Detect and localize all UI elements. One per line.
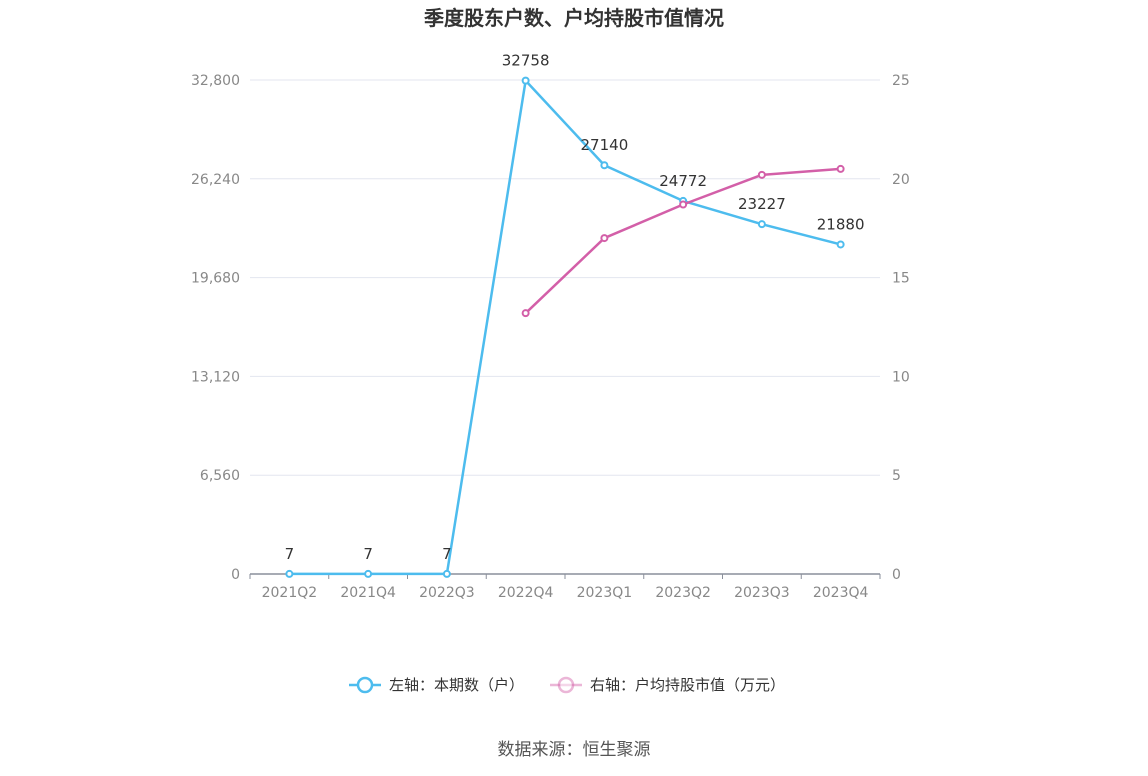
series-2-point [679, 200, 688, 209]
series-1-point [285, 569, 294, 578]
series-2-point [836, 164, 845, 173]
legend-item-1[interactable]: 左轴：本期数（户） [349, 676, 524, 694]
right-tick-label: 0 [892, 567, 901, 583]
right-tick-label: 15 [892, 271, 910, 287]
series-line-2 [524, 167, 841, 315]
x-tick-label: 2021Q2 [262, 585, 318, 601]
x-tick-label: 2021Q4 [340, 585, 396, 601]
series-1-point [521, 76, 530, 85]
legend-marker-icon [356, 676, 374, 694]
series-line-1 [289, 79, 841, 576]
series-1-point [442, 569, 451, 578]
left-tick-label: 32,800 [191, 73, 240, 89]
legend-label: 右轴：户均持股市值（万元） [590, 676, 785, 694]
data-label: 21880 [817, 215, 865, 233]
series-2-point [600, 234, 609, 243]
legend-marker-icon [557, 676, 575, 694]
series-2-point [757, 170, 766, 179]
left-tick-label: 26,240 [191, 172, 240, 188]
x-tick-label: 2022Q3 [419, 585, 475, 601]
data-label: 7 [442, 545, 452, 563]
source-note: 数据来源：恒生聚源 [498, 740, 651, 760]
legend[interactable]: 左轴：本期数（户） 右轴：户均持股市值（万元） [349, 676, 785, 694]
x-tick-label: 2023Q1 [577, 585, 633, 601]
x-tick-label: 2023Q4 [813, 585, 869, 601]
legend-item-2[interactable]: 右轴：户均持股市值（万元） [550, 676, 785, 694]
left-tick-label: 19,680 [191, 271, 240, 287]
series-1-point [364, 569, 373, 578]
right-axis-ticks: 0 5 10 15 20 25 [892, 73, 910, 583]
data-label: 27140 [581, 136, 629, 154]
x-axis: 2021Q2 2021Q4 2022Q3 2022Q4 2023Q1 2023Q2 2023… [249, 573, 881, 601]
x-tick-label: 2022Q4 [498, 585, 554, 601]
data-label: 32758 [502, 52, 550, 70]
left-tick-label: 0 [231, 567, 240, 583]
left-tick-label: 6,560 [200, 468, 240, 484]
series-1-point [757, 220, 766, 229]
series-1-point [600, 161, 609, 170]
x-tick-label: 2023Q2 [655, 585, 711, 601]
series-layer [285, 76, 845, 578]
data-label: 24772 [659, 172, 707, 190]
right-tick-label: 25 [892, 73, 910, 89]
left-axis-ticks: 0 6,560 13,120 19,680 26,240 32,800 [191, 73, 240, 583]
grid-lines [250, 79, 880, 476]
left-tick-label: 13,120 [191, 369, 240, 385]
data-label: 23227 [738, 195, 786, 213]
data-label: 7 [363, 545, 373, 563]
legend-label: 左轴：本期数（户） [389, 676, 524, 694]
series-2-point [521, 309, 530, 318]
x-tick-label: 2023Q3 [734, 585, 790, 601]
series-1-point [836, 240, 845, 249]
right-tick-label: 5 [892, 468, 901, 484]
data-labels: 7 7 7 32758 27140 24772 23227 21880 [285, 52, 865, 563]
right-tick-label: 10 [892, 369, 910, 385]
right-tick-label: 20 [892, 172, 910, 188]
chart-title: 季度股东户数、户均持股市值情况 [423, 6, 724, 30]
data-label: 7 [285, 545, 295, 563]
